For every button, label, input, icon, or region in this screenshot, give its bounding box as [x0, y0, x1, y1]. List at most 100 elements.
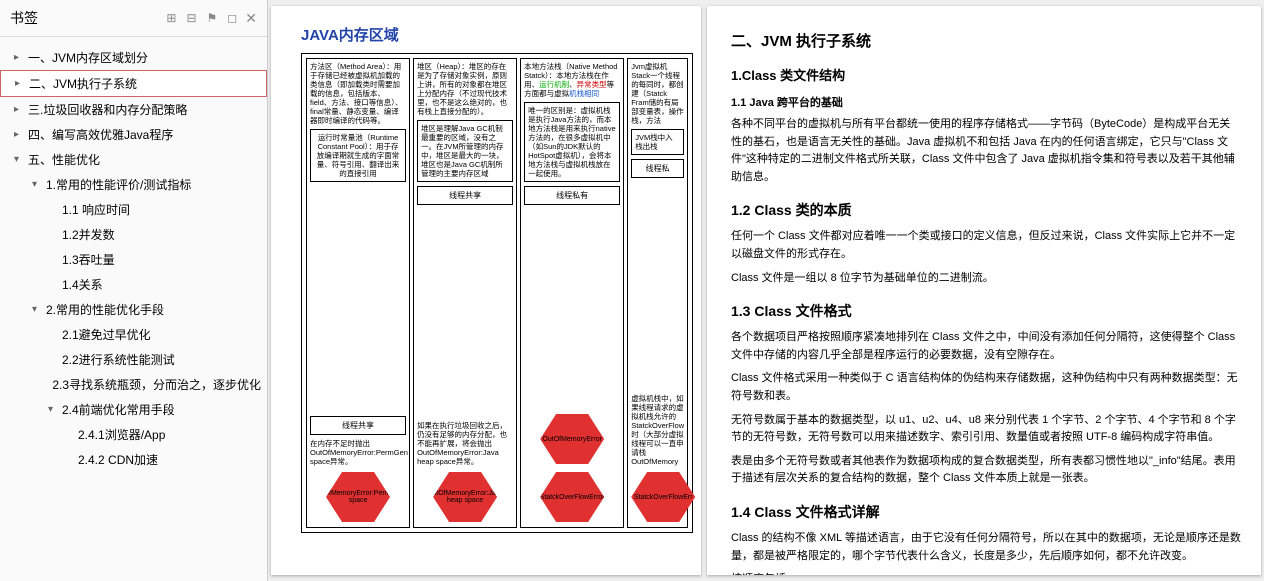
- bookmark-tree: ▸一、JVM内存区域划分▸二、JVM执行子系统▸三.垃圾回收器和内存分配策略▸四…: [0, 37, 267, 581]
- tree-toggle-icon[interactable]: ▸: [14, 52, 26, 63]
- tree-toggle-icon[interactable]: ▸: [14, 104, 26, 115]
- bookmark-item[interactable]: 1.3吞吐量: [34, 247, 267, 272]
- tree-toggle-icon[interactable]: ▾: [14, 154, 26, 165]
- hex-oom-permgen: OutOfMemoryError:PermGen space: [326, 472, 390, 522]
- bookmark-label: 2.4.2 CDN加速: [78, 451, 158, 468]
- bookmark-label: 三.垃圾回收器和内存分配策略: [28, 101, 187, 118]
- diagram-title: JAVA内存区域: [301, 24, 693, 45]
- bookmark-item[interactable]: 2.3寻找系统瓶颈，分而治之，逐步优化: [34, 372, 267, 397]
- doc-section: 1.Class 类文件结构: [731, 65, 1241, 84]
- bookmark-item[interactable]: ▾1.常用的性能评价/测试指标: [18, 172, 267, 197]
- bookmark-label: 1.3吞吐量: [62, 251, 115, 268]
- bookmark-label: 四、编写高效优雅Java程序: [28, 126, 173, 143]
- bookmark-item[interactable]: ▸二、JVM执行子系统: [0, 70, 267, 97]
- bookmark-label: 1.1 响应时间: [62, 201, 130, 218]
- native-desc: 本地方法栈（Native Method Statck）：本地方法栈在作用、运行机…: [524, 62, 620, 98]
- thread-share-label: 线程共享: [310, 416, 406, 435]
- document-viewer: JAVA内存区域 方法区（Method Area）：用于存储已经被虚拟机加载的类…: [268, 0, 1264, 581]
- oom-desc: 在内存不足时抛出OutOfMemoryError:PermGen space异常…: [310, 439, 406, 466]
- bookmark-label: 2.2进行系统性能测试: [62, 351, 175, 368]
- sidebar-header: 书签 ⊞ ⊟ ⚑ ◻ ✕: [0, 0, 267, 37]
- bookmark-item[interactable]: ▾2.4前端优化常用手段: [34, 397, 267, 422]
- tree-children: 2.1避免过早优化 2.2进行系统性能测试 2.3寻找系统瓶颈，分而治之，逐步优化 ▾…: [18, 322, 267, 472]
- bookmark-label: 2.4.1浏览器/App: [78, 426, 165, 443]
- doc-subsection: 1.1 Java 跨平台的基础: [731, 94, 1241, 110]
- bookmark-label: 2.4前端优化常用手段: [62, 401, 175, 418]
- bookmark-item[interactable]: ▸三.垃圾回收器和内存分配策略: [0, 97, 267, 122]
- runtime-pool-box: 运行时常量池（Runtime Constant Pool）：用于存放编译期就生成…: [310, 129, 406, 182]
- doc-section: 1.2 Class 类的本质: [731, 200, 1241, 220]
- bookmark-icon[interactable]: ◻: [227, 11, 237, 25]
- col-method-area: 方法区（Method Area）：用于存储已经被虚拟机加载的类信息（即加载类时需…: [306, 58, 410, 528]
- hex-oom: OutOfMemoryError: [540, 414, 604, 464]
- jvm-stack-mid: JVM栈中入栈出栈: [631, 129, 684, 155]
- doc-paragraph: 各种不同平台的虚拟机与所有平台都统一使用的程序存储格式——字节码（ByteCod…: [731, 116, 1241, 186]
- heap-gc-box: 堆区是理解Java GC机制最重要的区域，没有之一。在JVM所管理的内存中，堆区…: [417, 120, 513, 182]
- bookmark-item[interactable]: 2.4.2 CDN加速: [50, 447, 267, 472]
- tree-toggle-icon[interactable]: ▸: [15, 78, 27, 89]
- doc-paragraph: 无符号数属于基本的数据类型，以 u1、u2、u4、u8 来分别代表 1 个字节、…: [731, 412, 1241, 447]
- doc-paragraph: 按顺序包括：: [731, 571, 1241, 575]
- bookmark-label: 1.2并发数: [62, 226, 115, 243]
- tree-toggle-icon[interactable]: ▾: [32, 304, 44, 315]
- doc-paragraph: 各个数据项目严格按照顺序紧凑地排列在 Class 文件之中，中间没有添加任何分隔…: [731, 329, 1241, 364]
- doc-paragraph: Class 的结构不像 XML 等描述语言，由于它没有任何分隔符号，所以在其中的…: [731, 530, 1241, 565]
- bookmark-item[interactable]: 1.1 响应时间: [34, 197, 267, 222]
- bookmark-item[interactable]: ▾五、性能优化: [0, 147, 267, 172]
- memory-diagram: 方法区（Method Area）：用于存储已经被虚拟机加载的类信息（即加载类时需…: [301, 53, 693, 533]
- bookmark-label: 一、JVM内存区域划分: [28, 49, 148, 66]
- bookmark-item[interactable]: 2.4.1浏览器/App: [50, 422, 267, 447]
- bookmark-item[interactable]: 1.2并发数: [34, 222, 267, 247]
- close-icon[interactable]: ✕: [245, 10, 257, 27]
- bookmark-item[interactable]: 1.4关系: [34, 272, 267, 297]
- col-heap: 堆区（Heap）：堆区的存在是为了存储对象实例，原则上讲，所有的对象都在堆区上分…: [413, 58, 517, 528]
- bookmark-label: 二、JVM执行子系统: [29, 75, 137, 92]
- hex-stackoverflow: StatckOverFlowError: [540, 472, 604, 522]
- native-mid-box: 唯一的区别是：虚拟机栈是执行Java方法的，而本地方法栈是用来执行native方…: [524, 102, 620, 182]
- bookmark-item[interactable]: ▸一、JVM内存区域划分: [0, 45, 267, 70]
- tree-toggle-icon[interactable]: ▾: [32, 179, 44, 190]
- bookmark-item[interactable]: ▾2.常用的性能优化手段: [18, 297, 267, 322]
- doc-heading: 二、JVM 执行子系统: [731, 30, 1241, 51]
- bookmark-label: 五、性能优化: [28, 151, 100, 168]
- heap-desc: 堆区（Heap）：堆区的存在是为了存储对象实例，原则上讲，所有的对象都在堆区上分…: [417, 62, 513, 116]
- tree-children: 2.4.1浏览器/App 2.4.2 CDN加速: [34, 422, 267, 472]
- doc-section: 1.4 Class 文件格式详解: [731, 502, 1241, 522]
- doc-paragraph: Class 文件格式采用一种类似于 C 语言结构体的伪结构来存储数据，这种伪结构…: [731, 370, 1241, 405]
- doc-paragraph: 任何一个 Class 文件都对应着唯一一个类或接口的定义信息，但反过来说，Cla…: [731, 228, 1241, 263]
- tree-children: ▾1.常用的性能评价/测试指标1.1 响应时间1.2并发数1.3吞吐量1.4关系…: [0, 172, 267, 472]
- bookmark-item[interactable]: 2.2进行系统性能测试: [34, 347, 267, 372]
- tree-children: 1.1 响应时间 1.2并发数 1.3吞吐量 1.4关系: [18, 197, 267, 297]
- bookmark-item[interactable]: ▸四、编写高效优雅Java程序: [0, 122, 267, 147]
- jvm-stack-desc: Jvm虚拟机Stack一个线程的每同时，都创建（Statck Fram储的有局部…: [631, 62, 684, 125]
- page-text: 二、JVM 执行子系统 1.Class 类文件结构 1.1 Java 跨平台的基…: [707, 6, 1261, 575]
- bookmark-label: 1.4关系: [62, 276, 103, 293]
- bookmark-label: 2.常用的性能优化手段: [46, 301, 164, 318]
- col-jvm-stack: Jvm虚拟机Stack一个线程的每同时，都创建（Statck Fram储的有局部…: [627, 58, 688, 528]
- bookmark-item[interactable]: 2.1避免过早优化: [34, 322, 267, 347]
- bookmarks-sidebar: 书签 ⊞ ⊟ ⚑ ◻ ✕ ▸一、JVM内存区域划分▸二、JVM执行子系统▸三.垃…: [0, 0, 268, 581]
- bookmark-label: 2.3寻找系统瓶颈，分而治之，逐步优化: [52, 376, 261, 393]
- oom-heap-desc: 如果在执行垃圾回收之后，仍没有足够的内存分配，也不能再扩展，将会抛出OutOfM…: [417, 421, 513, 466]
- doc-section: 1.3 Class 文件格式: [731, 301, 1241, 321]
- doc-paragraph: Class 文件是一组以 8 位字节为基础单位的二进制流。: [731, 270, 1241, 288]
- tree-toggle-icon[interactable]: ▸: [14, 129, 26, 140]
- thread-share-label: 线程共享: [417, 186, 513, 205]
- bookmark-label: 2.1避免过早优化: [62, 326, 151, 343]
- page-diagram: JAVA内存区域 方法区（Method Area）：用于存储已经被虚拟机加载的类…: [271, 6, 701, 575]
- collapse-icon[interactable]: ⊟: [186, 11, 196, 25]
- tree-toggle-icon[interactable]: ▾: [48, 404, 60, 415]
- sidebar-title: 书签: [10, 8, 166, 28]
- bookmark-label: 1.常用的性能评价/测试指标: [46, 176, 191, 193]
- method-area-desc: 方法区（Method Area）：用于存储已经被虚拟机加载的类信息（即加载类时需…: [310, 62, 406, 125]
- thread-private-label: 线程私有: [524, 186, 620, 205]
- jvm-stack-overflow-desc: 虚拟机栈中，如果线程请求的虚拟机栈允许的StatckOverFlow时（大部分虚…: [631, 394, 684, 466]
- app-root: 书签 ⊞ ⊟ ⚑ ◻ ✕ ▸一、JVM内存区域划分▸二、JVM执行子系统▸三.垃…: [0, 0, 1264, 581]
- doc-paragraph: 表是由多个无符号数或者其他表作为数据项构成的复合数据类型，所有表都习惯性地以"_…: [731, 453, 1241, 488]
- expand-icon[interactable]: ⊞: [166, 11, 176, 25]
- bookmark-add-icon[interactable]: ⚑: [207, 11, 218, 25]
- thread-private-label: 线程私: [631, 159, 684, 178]
- hex-oom-heap: OutOfMemoryError:Java heap space: [433, 472, 497, 522]
- hex-stackoverflow: StatckOverFlowErr: [631, 472, 695, 522]
- sidebar-toolbar: ⊞ ⊟ ⚑ ◻: [166, 11, 237, 25]
